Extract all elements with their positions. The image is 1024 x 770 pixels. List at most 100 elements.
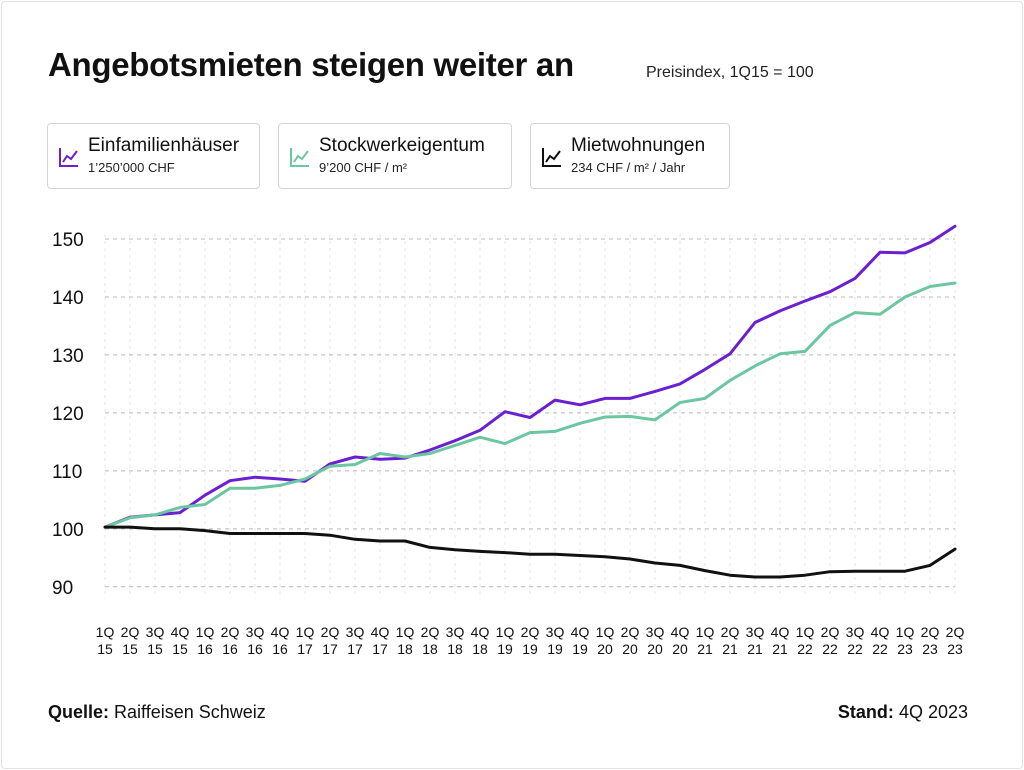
x-tick-label: 15	[122, 641, 138, 657]
x-tick-label: 22	[797, 641, 813, 657]
x-tick-label: 4Q	[871, 624, 890, 640]
x-tick-label: 1Q	[596, 624, 615, 640]
x-tick-label: 1Q	[196, 624, 215, 640]
x-tick-label: 18	[397, 641, 413, 657]
y-tick-label: 100	[52, 520, 84, 541]
x-tick-label: 17	[372, 641, 388, 657]
source-value: Raiffeisen Schweiz	[114, 702, 266, 722]
x-tick-label: 19	[547, 641, 563, 657]
x-tick-label: 15	[147, 641, 163, 657]
x-tick-label: 17	[297, 641, 313, 657]
x-tick-label: 2Q	[221, 624, 240, 640]
x-tick-label: 16	[222, 641, 238, 657]
legend-item-stockwerkeigentum[interactable]: Stockwerkeigentum 9’200 CHF / m²	[278, 123, 512, 189]
x-tick-label: 4Q	[371, 624, 390, 640]
x-tick-label: 15	[97, 641, 113, 657]
x-tick-label: 17	[347, 641, 363, 657]
x-tick-label: 22	[847, 641, 863, 657]
x-tick-label: 1Q	[796, 624, 815, 640]
x-tick-label: 23	[947, 641, 963, 657]
x-tick-label: 2Q	[721, 624, 740, 640]
x-tick-label: 4Q	[171, 624, 190, 640]
y-tick-label: 90	[52, 578, 73, 599]
x-tick-label: 1Q	[696, 624, 715, 640]
y-tick-label: 120	[52, 404, 84, 425]
x-tick-label: 20	[672, 641, 688, 657]
x-tick-label: 18	[447, 641, 463, 657]
series-line-1	[103, 224, 957, 529]
x-tick-label: 4Q	[671, 624, 690, 640]
x-tick-label: 2Q	[946, 624, 965, 640]
line-chart-icon	[542, 148, 561, 167]
x-tick-label: 3Q	[646, 624, 665, 640]
x-tick-label: 1Q	[496, 624, 515, 640]
y-tick-label: 140	[52, 288, 84, 309]
legend-item-einfamilienhaeuser[interactable]: Einfamilienhäuser 1’250’000 CHF	[47, 123, 260, 189]
y-tick-label: 150	[52, 230, 84, 251]
x-tick-label: 3Q	[446, 624, 465, 640]
series-line-2	[103, 281, 957, 529]
legend-label: Stockwerkeigentum	[319, 135, 485, 156]
x-tick-label: 3Q	[246, 624, 265, 640]
series-line-3	[103, 525, 957, 579]
x-tick-label: 23	[897, 641, 913, 657]
x-tick-label: 1Q	[396, 624, 415, 640]
x-tick-label: 20	[622, 641, 638, 657]
x-tick-label: 3Q	[846, 624, 865, 640]
x-tick-label: 4Q	[271, 624, 290, 640]
chart-title: Angebotsmieten steigen weiter an	[48, 46, 574, 83]
legend-label: Mietwohnungen	[571, 135, 706, 156]
x-tick-label: 3Q	[746, 624, 765, 640]
x-tick-label: 23	[922, 641, 938, 657]
y-tick-label: 130	[52, 346, 84, 367]
x-tick-label: 2Q	[321, 624, 340, 640]
x-tick-label: 20	[647, 641, 663, 657]
x-tick-label: 3Q	[346, 624, 365, 640]
x-tick-label: 19	[572, 641, 588, 657]
x-tick-label: 2Q	[821, 624, 840, 640]
x-tick-label: 22	[822, 641, 838, 657]
x-tick-label: 21	[772, 641, 788, 657]
x-tick-label: 2Q	[521, 624, 540, 640]
x-tick-label: 1Q	[896, 624, 915, 640]
x-tick-label: 18	[472, 641, 488, 657]
legend-sublabel: 234 CHF / m² / Jahr	[571, 160, 686, 175]
source-label: Quelle:	[48, 702, 110, 722]
as-of-value: 4Q 2023	[898, 702, 968, 722]
source-note: Quelle: Raiffeisen Schweiz	[48, 702, 266, 723]
as-of-note: Stand: 4Q 2023	[838, 702, 968, 723]
x-tick-label: 2Q	[621, 624, 640, 640]
x-tick-label: 21	[697, 641, 713, 657]
x-tick-label: 21	[747, 641, 763, 657]
legend-sublabel: 1’250’000 CHF	[88, 160, 175, 175]
x-tick-label: 19	[497, 641, 513, 657]
x-tick-label: 20	[597, 641, 613, 657]
x-tick-label: 4Q	[771, 624, 790, 640]
x-tick-label: 4Q	[471, 624, 490, 640]
x-tick-label: 16	[247, 641, 263, 657]
x-tick-label: 15	[172, 641, 188, 657]
x-tick-label: 2Q	[121, 624, 140, 640]
x-tick-label: 16	[197, 641, 213, 657]
x-tick-label: 19	[522, 641, 538, 657]
x-tick-label: 21	[722, 641, 738, 657]
as-of-label: Stand:	[837, 702, 894, 722]
x-tick-label: 1Q	[96, 624, 115, 640]
x-tick-label: 16	[272, 641, 288, 657]
x-tick-label: 4Q	[571, 624, 590, 640]
legend-label: Einfamilienhäuser	[88, 135, 240, 156]
y-tick-label: 110	[52, 462, 82, 483]
x-tick-label: 2Q	[921, 624, 940, 640]
x-tick-label: 18	[422, 641, 438, 657]
x-tick-label: 1Q	[296, 624, 315, 640]
legend-sublabel: 9’200 CHF / m²	[319, 160, 408, 175]
line-chart-icon	[290, 148, 309, 167]
x-tick-label: 2Q	[421, 624, 440, 640]
legend-item-mietwohnungen[interactable]: Mietwohnungen 234 CHF / m² / Jahr	[530, 123, 730, 189]
line-chart-icon	[59, 148, 78, 167]
x-tick-label: 3Q	[546, 624, 565, 640]
x-tick-label: 22	[872, 641, 888, 657]
chart-subtitle: Preisindex, 1Q15 = 100	[646, 64, 814, 81]
x-tick-label: 17	[322, 641, 338, 657]
